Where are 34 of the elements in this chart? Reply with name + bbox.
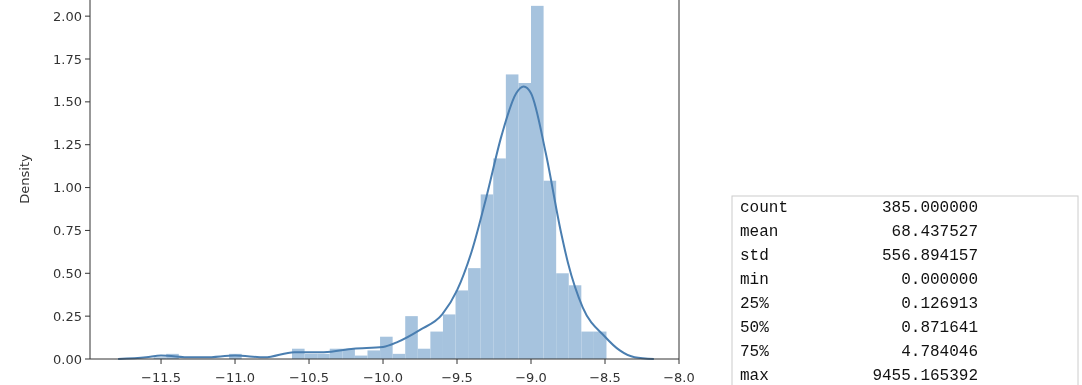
y-tick-label: 1.50	[53, 94, 82, 110]
category-label: std	[740, 247, 769, 265]
y-axis-title: Density	[16, 153, 32, 204]
category-label: mean	[740, 223, 779, 241]
y-tick-label: 0.50	[53, 265, 82, 281]
y-tick-label: 1.75	[53, 51, 82, 67]
x-tick-label: −8.0	[663, 369, 695, 385]
data-label: 0.126913	[901, 295, 978, 313]
data-label: 0.871641	[901, 319, 978, 337]
data-label: 556.894157	[881, 247, 978, 265]
category-label: max	[740, 367, 769, 385]
category-label: count	[740, 199, 789, 217]
x-tick-label: −10.0	[363, 369, 403, 385]
y-tick-label: 2.00	[53, 8, 82, 24]
data-label: 0.000000	[901, 271, 978, 289]
data-label: 68.437527	[891, 223, 978, 241]
x-tick-label: −11.0	[215, 369, 255, 385]
data-label: 385.000000	[881, 199, 978, 217]
data-label: 9455.165392	[872, 367, 978, 385]
category-label: 75%	[740, 343, 770, 361]
x-tick-label: −11.5	[141, 369, 181, 385]
x-tick-label: −8.5	[589, 369, 621, 385]
x-tick-label: −10.5	[289, 369, 329, 385]
category-label: 50%	[740, 319, 770, 337]
y-tick-label: 1.25	[53, 137, 82, 153]
y-tick-label: 0.75	[53, 222, 82, 238]
y-tick-label: 0.00	[53, 351, 82, 367]
data-label: 4.784046	[901, 343, 978, 361]
category-label: min	[740, 271, 769, 289]
x-tick-label: −9.0	[515, 369, 547, 385]
x-tick-label: −9.5	[441, 369, 473, 385]
y-tick-label: 0.25	[53, 308, 82, 324]
category-label: 25%	[740, 295, 770, 313]
y-tick-label: 1.00	[53, 180, 82, 196]
